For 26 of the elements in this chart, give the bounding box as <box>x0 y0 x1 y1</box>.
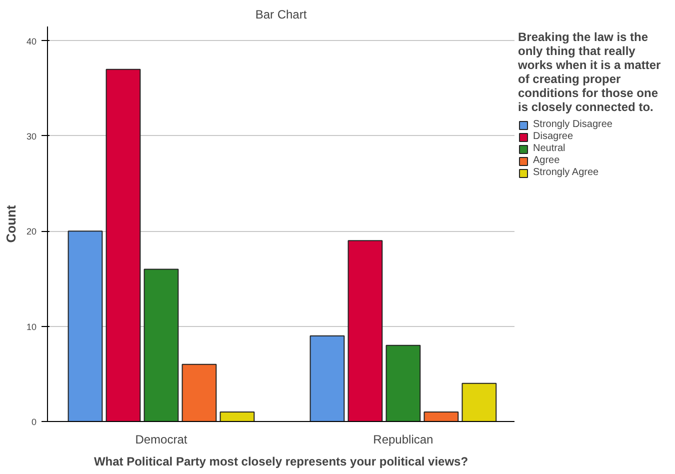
y-tick-label: 10 <box>26 322 37 332</box>
bar <box>68 230 103 422</box>
y-tick-label: 20 <box>26 226 37 237</box>
x-axis-title: What Political Party most closely represents your political views? <box>94 454 468 468</box>
bar <box>310 335 345 422</box>
x-tick-label: Democrat <box>135 432 188 446</box>
bar <box>424 411 459 422</box>
y-axis-title: Count <box>3 204 18 243</box>
legend-label: Strongly Disagree <box>533 119 612 130</box>
chart-title: Bar Chart <box>255 8 308 22</box>
y-tick-label: 0 <box>31 417 37 427</box>
bar <box>220 411 255 422</box>
legend-label: Agree <box>533 155 560 166</box>
bar <box>348 240 383 422</box>
x-tick-label: Republican <box>373 432 434 446</box>
bar <box>106 68 141 422</box>
y-tick-label: 30 <box>26 131 37 142</box>
bar <box>462 382 497 422</box>
y-tick-label: 40 <box>26 36 37 46</box>
legend-label: Disagree <box>533 131 574 142</box>
legend-title: Breaking the law is the only thing that really works when it is a matter of creating proper conditions for those one is closely connected to. <box>518 30 661 114</box>
legend-label: Strongly Agree <box>533 167 599 178</box>
legend-label: Neutral <box>533 143 566 154</box>
bar <box>182 364 217 422</box>
bar <box>144 268 179 422</box>
bar <box>386 344 421 422</box>
